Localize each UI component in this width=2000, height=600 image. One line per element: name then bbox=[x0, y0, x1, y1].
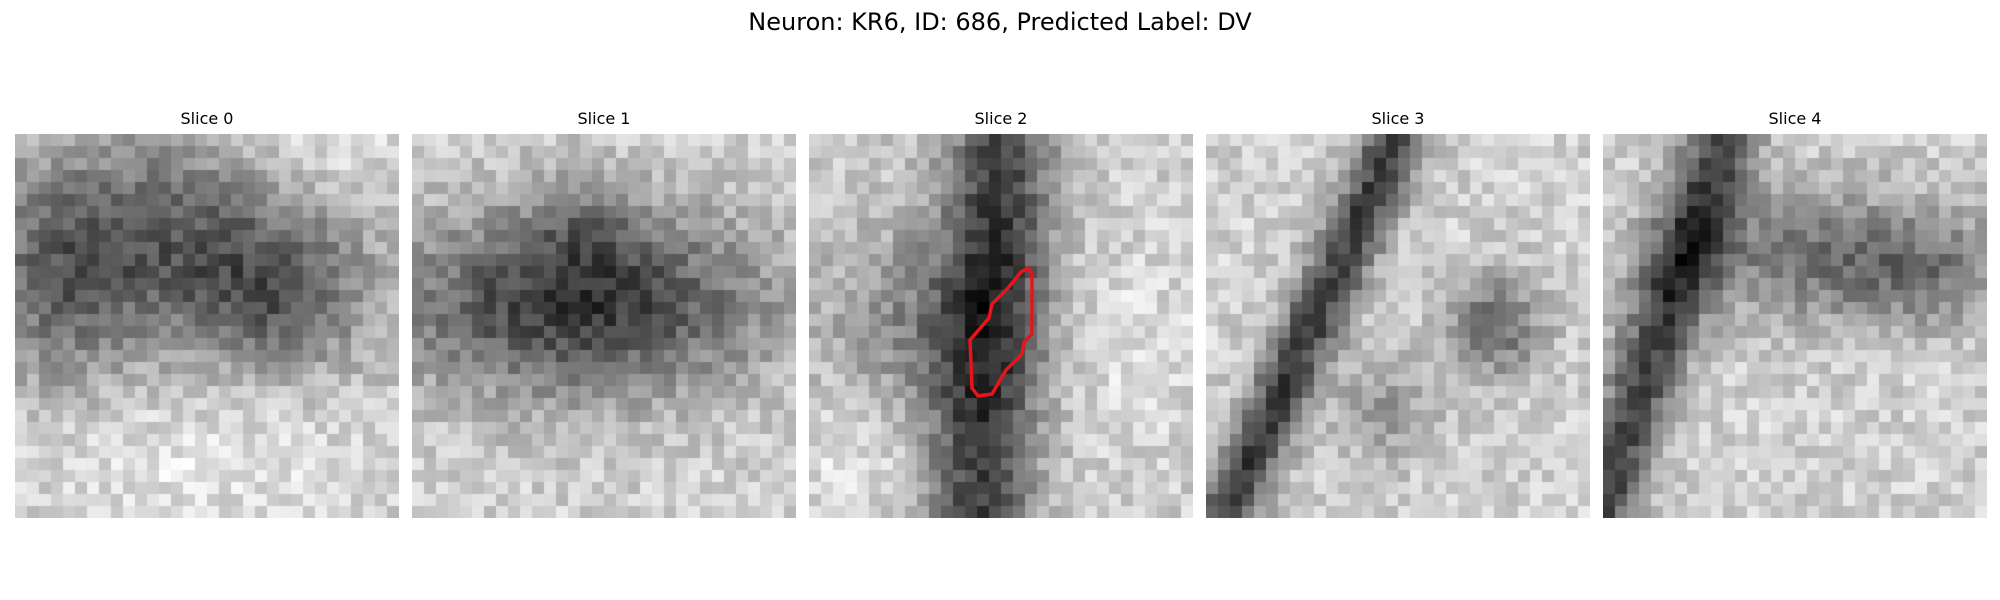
slice-title-0: Slice 0 bbox=[180, 109, 234, 128]
slice-panel-3: Slice 3 bbox=[1206, 108, 1590, 518]
segmentation-outline bbox=[968, 266, 1034, 398]
figure-title: Neuron: KR6, ID: 686, Predicted Label: D… bbox=[748, 8, 1252, 36]
slice-title-1: Slice 1 bbox=[577, 109, 631, 128]
slice-title-3: Slice 3 bbox=[1371, 109, 1425, 128]
microscopy-image-slice-0 bbox=[15, 134, 399, 518]
microscopy-image-slice-3 bbox=[1206, 134, 1590, 518]
slice-panel-4: Slice 4 bbox=[1603, 108, 1987, 518]
microscopy-image-slice-2 bbox=[809, 134, 1193, 518]
slice-panel-1: Slice 1 bbox=[412, 108, 796, 518]
slice-title-4: Slice 4 bbox=[1768, 109, 1822, 128]
microscopy-image-slice-4 bbox=[1603, 134, 1987, 518]
slice-panel-0: Slice 0 bbox=[15, 108, 399, 518]
slice-title-2: Slice 2 bbox=[974, 109, 1028, 128]
slice-panel-2: Slice 2 bbox=[809, 108, 1193, 518]
microscopy-image-slice-1 bbox=[412, 134, 796, 518]
